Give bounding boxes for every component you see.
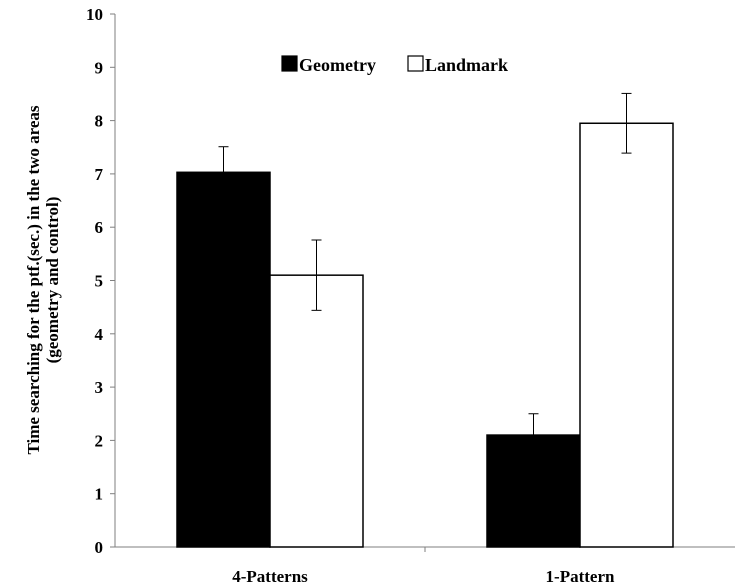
legend: Geometry Landmark [281,55,508,75]
y-axis-label-line1: Time searching for the ptf.(sec.) in the… [24,105,43,454]
y-tick-label: 6 [95,218,104,237]
bar-landmark-0 [269,274,364,548]
y-tick-label: 8 [95,112,104,131]
y-tick-label: 5 [95,272,104,291]
y-tick-label: 10 [86,5,103,24]
legend-swatch-landmark [407,55,424,72]
y-tick-label: 7 [95,165,104,184]
legend-label-geometry: Geometry [299,55,376,75]
y-tick-label: 3 [95,378,104,397]
y-axis-label-line2: (geometry and control) [43,197,62,364]
y-tick-label: 9 [95,58,104,77]
x-category-label: 1-Pattern [546,567,615,586]
bar-geometry-0 [176,171,271,548]
bar-landmark-1 [579,122,674,548]
error-bars [218,92,632,457]
y-axis-label: Time searching for the ptf.(sec.) in the… [24,105,62,454]
y-tick-label: 4 [95,325,104,344]
legend-label-landmark: Landmark [425,55,508,75]
bars [176,122,674,548]
legend-swatch-geometry [281,55,298,72]
y-tick-label: 1 [95,485,104,504]
y-tick-label: 0 [95,538,104,557]
x-category-label: 4-Patterns [232,567,308,586]
y-tick-label: 2 [95,431,104,450]
